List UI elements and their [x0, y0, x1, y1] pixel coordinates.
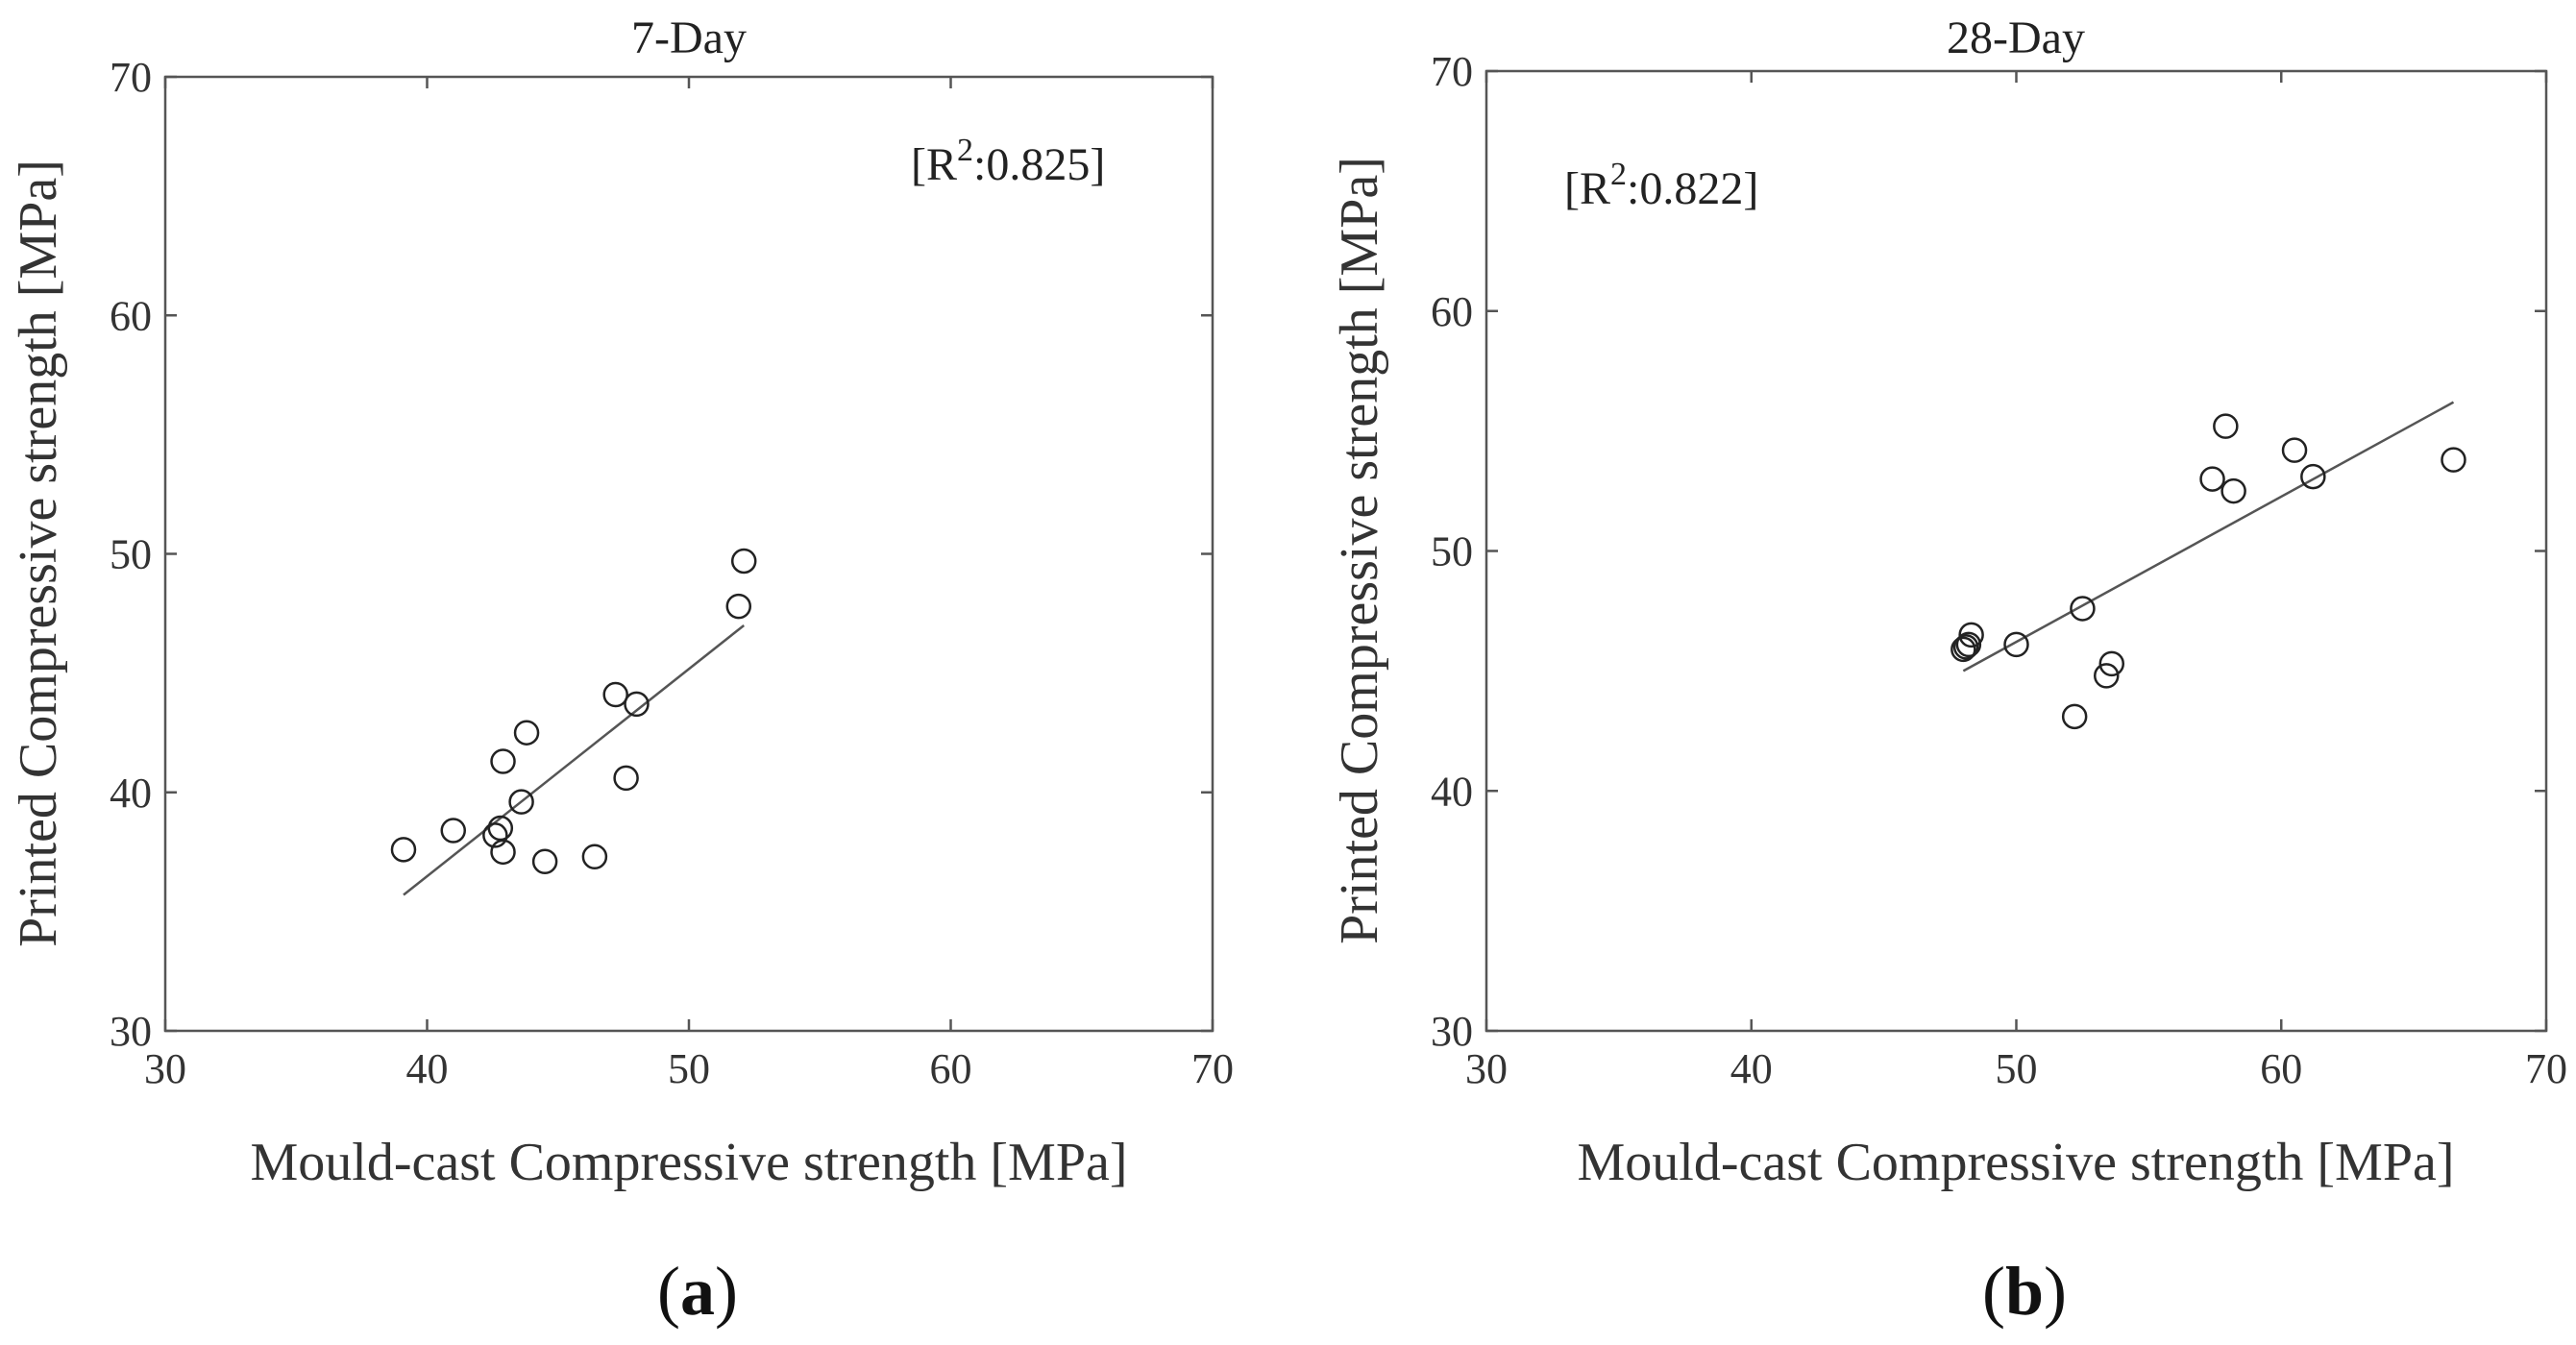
x-tick-label: 50	[1996, 1045, 2038, 1092]
r-squared-prefix: [R	[1564, 163, 1610, 214]
data-point	[2213, 413, 2239, 439]
x-tick-label: 70	[2525, 1045, 2567, 1092]
axis-ticks: 30 40 50 60 70 30 40 50 60 70	[110, 54, 1234, 1092]
fit-line-group	[403, 624, 746, 896]
y-tick-label: 60	[110, 292, 152, 339]
panel-label: (b)	[1982, 1253, 2067, 1330]
x-axis-label: Mould-cast Compressive strength [MPa]	[251, 1133, 1128, 1192]
data-point	[1950, 636, 1976, 663]
x-tick-label: 50	[668, 1045, 710, 1092]
panel-label-open-paren: (	[1982, 1253, 2005, 1330]
data-point	[487, 815, 514, 842]
data-point	[2098, 650, 2125, 677]
fit-line-group	[1962, 401, 2455, 672]
y-tick-label: 50	[1431, 528, 1473, 575]
data-point	[440, 818, 466, 844]
r-squared-annotation: [R2:0.825]	[911, 133, 1105, 190]
data-point	[1955, 631, 1982, 658]
chart-title: 7-Day	[631, 12, 747, 63]
data-point	[2094, 663, 2120, 689]
data-point	[725, 593, 752, 620]
data-point	[2220, 477, 2246, 504]
regression-line	[403, 624, 746, 896]
data-points	[390, 548, 757, 874]
data-point	[490, 839, 516, 866]
y-tick-label: 40	[1431, 768, 1473, 815]
y-axis-label: Printed Compressive strength [MPa]	[1330, 157, 1389, 944]
panel-label-close-paren: )	[2044, 1253, 2067, 1330]
x-tick-label: 60	[930, 1045, 972, 1092]
y-tick-label: 70	[110, 54, 152, 101]
chart-title: 28-Day	[1947, 12, 2085, 63]
panel-label-open-paren: (	[657, 1253, 680, 1330]
plot-frame	[163, 75, 1214, 1033]
data-point	[1952, 634, 1979, 660]
plot-frame	[1484, 69, 2548, 1033]
data-point	[624, 691, 650, 718]
data-points	[1950, 413, 2466, 730]
x-tick-label: 40	[1730, 1045, 1773, 1092]
data-point	[2300, 463, 2326, 490]
data-point	[508, 789, 534, 815]
chart-panel-b: 28-Day Mould-cast Compressive strength […	[1330, 12, 2567, 1330]
r-squared-value: :0.825]	[973, 139, 1105, 190]
regression-line	[1962, 401, 2455, 672]
data-point	[513, 720, 540, 746]
r-squared-superscript: 2	[957, 133, 973, 168]
y-tick-label: 70	[1431, 48, 1473, 95]
data-point	[2061, 703, 2088, 730]
data-point	[730, 548, 757, 575]
x-axis-label: Mould-cast Compressive strength [MPa]	[1578, 1133, 2455, 1192]
data-point	[613, 765, 639, 792]
data-point	[1958, 622, 1984, 648]
panel-label-letter: b	[2005, 1253, 2044, 1330]
axis-ticks: 30 40 50 60 70 30 40 50 60 70	[1431, 48, 2567, 1092]
data-point	[2441, 447, 2466, 473]
data-point	[2070, 596, 2096, 622]
data-point	[2003, 631, 2029, 658]
y-tick-label: 40	[110, 770, 152, 817]
data-point	[2199, 466, 2225, 492]
y-axis-label: Printed Compressive strength [MPa]	[9, 159, 68, 947]
data-point	[581, 844, 608, 870]
chart-panel-a: 7-Day Mould-cast Compressive strength [M…	[9, 12, 1234, 1330]
panel-label: (a)	[657, 1253, 738, 1330]
x-tick-label: 40	[406, 1045, 449, 1092]
y-tick-label: 50	[110, 531, 152, 578]
panel-label-letter: a	[680, 1253, 715, 1330]
y-tick-label: 30	[1431, 1008, 1473, 1055]
y-tick-label: 60	[1431, 288, 1473, 335]
data-point	[2281, 437, 2308, 463]
x-tick-label: 70	[1191, 1045, 1234, 1092]
data-point	[531, 848, 558, 874]
panel-label-close-paren: )	[715, 1253, 738, 1330]
data-point	[482, 822, 508, 848]
x-tick-label: 30	[1465, 1045, 1508, 1092]
r-squared-superscript: 2	[1610, 157, 1627, 192]
x-tick-label: 60	[2260, 1045, 2302, 1092]
y-tick-label: 30	[110, 1008, 152, 1055]
r-squared-value: :0.822]	[1627, 163, 1758, 214]
data-point	[602, 681, 628, 708]
x-tick-label: 30	[144, 1045, 186, 1092]
data-point	[490, 748, 516, 774]
r-squared-prefix: [R	[911, 139, 957, 190]
r-squared-annotation: [R2:0.822]	[1564, 157, 1758, 214]
data-point	[390, 837, 417, 863]
